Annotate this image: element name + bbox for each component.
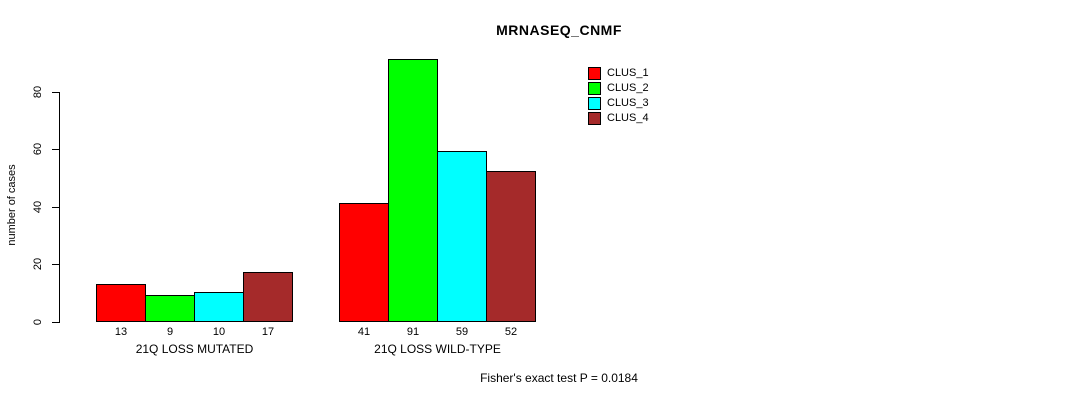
legend: CLUS_1 CLUS_2 CLUS_3 CLUS_4 [588,66,649,126]
bar-value-label: 41 [357,326,371,338]
bar-clus_4-mutated [243,272,293,322]
bar-value-label: 91 [406,326,420,338]
legend-item-clus_4: CLUS_4 [588,111,649,126]
bar-clus_1-mutated [96,284,146,322]
chart-title: MRNASEQ_CNMF [496,22,622,38]
y-tick-mark [52,92,60,93]
legend-swatch-clus_4 [588,112,601,125]
bar-clus_1-wildtype [339,203,389,322]
bar-clus_3-mutated [194,292,244,322]
y-tick-mark [52,149,60,150]
legend-label: CLUS_2 [607,82,649,94]
bar-value-label: 52 [504,326,518,338]
bar-value-label: 13 [114,326,128,338]
legend-item-clus_3: CLUS_3 [588,96,649,111]
y-tick-label: 20 [32,257,44,271]
legend-item-clus_2: CLUS_2 [588,81,649,96]
legend-label: CLUS_4 [607,112,649,124]
fisher-test-annotation: Fisher's exact test P = 0.0184 [480,371,638,385]
bar-clus_4-wildtype [486,171,536,322]
legend-label: CLUS_1 [607,67,649,79]
x-group-label: 21Q LOSS WILD-TYPE [374,342,501,356]
y-axis-label: number of cases [6,164,18,246]
legend-swatch-clus_2 [588,82,601,95]
bar-clus_2-mutated [145,295,195,322]
legend-swatch-clus_1 [588,67,601,80]
legend-item-clus_1: CLUS_1 [588,66,649,81]
y-tick-mark [52,264,60,265]
bar-value-label: 17 [261,326,275,338]
legend-swatch-clus_3 [588,97,601,110]
y-tick-label: 40 [32,200,44,214]
bar-value-label: 59 [455,326,469,338]
x-group-label: 21Q LOSS MUTATED [135,342,254,356]
y-tick-label: 0 [32,318,44,326]
bar-value-label: 9 [166,326,174,338]
y-tick-mark [52,207,60,208]
legend-label: CLUS_3 [607,97,649,109]
y-tick-mark [52,322,60,323]
bar-value-label: 10 [212,326,226,338]
y-tick-label: 60 [32,142,44,156]
y-tick-label: 80 [32,85,44,99]
bar-clus_3-wildtype [437,151,487,322]
bar-clus_2-wildtype [388,59,438,322]
